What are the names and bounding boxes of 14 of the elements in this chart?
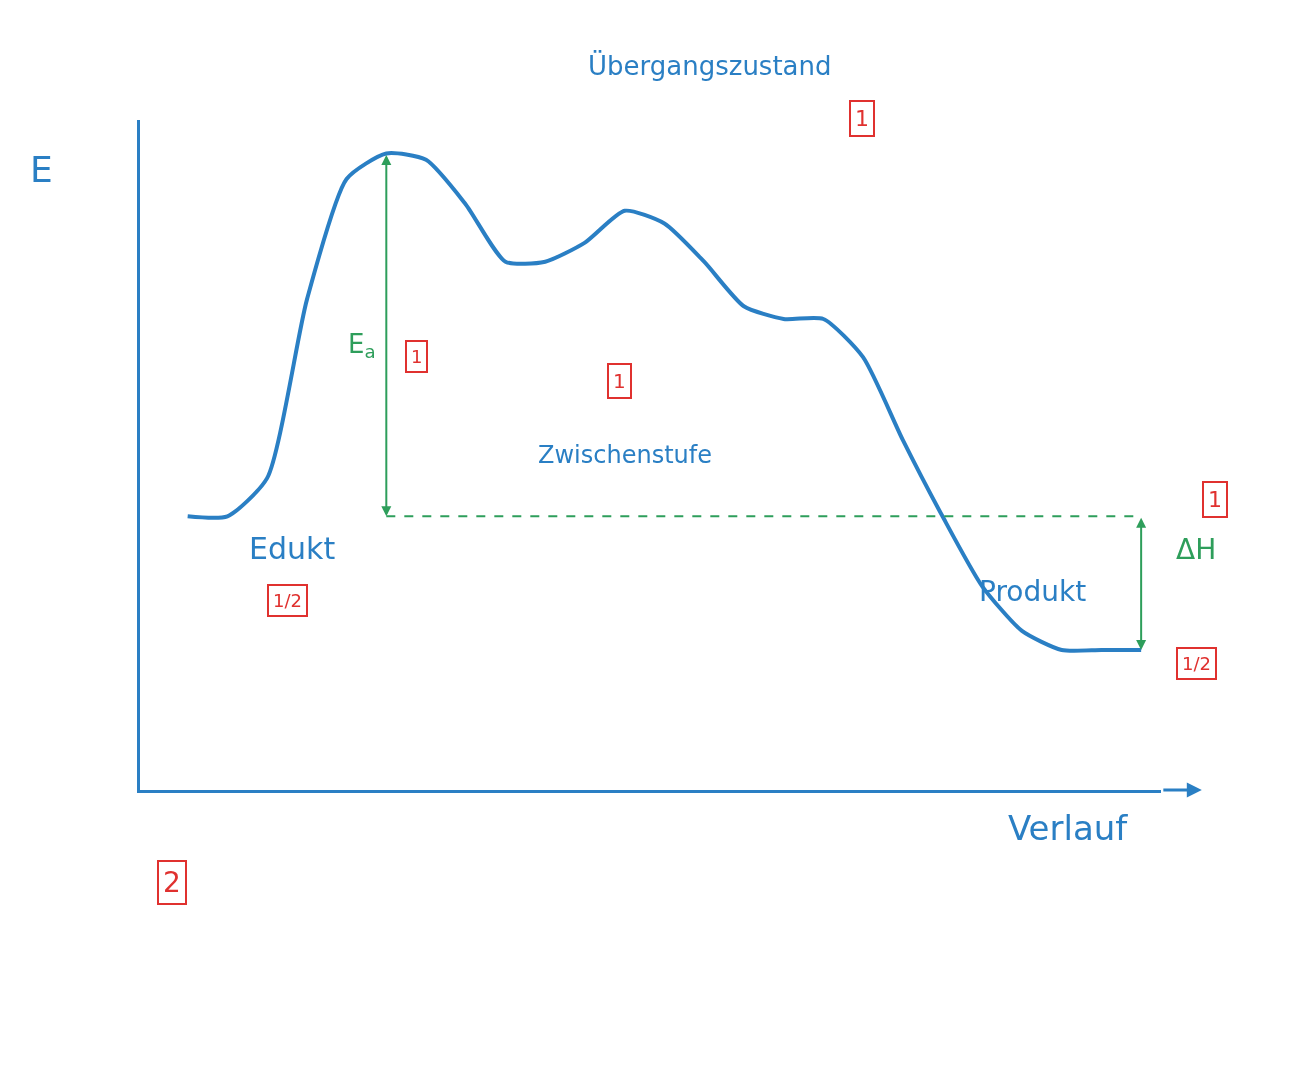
annotation: Edukt [249,531,336,566]
text: 1 [855,106,869,131]
text: ΔH [1176,533,1217,566]
y-axis-title: E [30,149,53,190]
annotation: E$_{a}$ [348,329,376,363]
annotation: 1/2 [273,590,302,611]
text: Übergangszustand [588,50,832,81]
annotation: Zwischenstufe [538,441,712,469]
text: 1 [1208,487,1222,512]
text: 2 [163,866,181,899]
annotation: 1 [411,346,423,367]
text: 1/2 [1182,653,1211,674]
x-axis-title: Verlauf [1008,808,1129,848]
annotation: 1 [613,369,626,393]
